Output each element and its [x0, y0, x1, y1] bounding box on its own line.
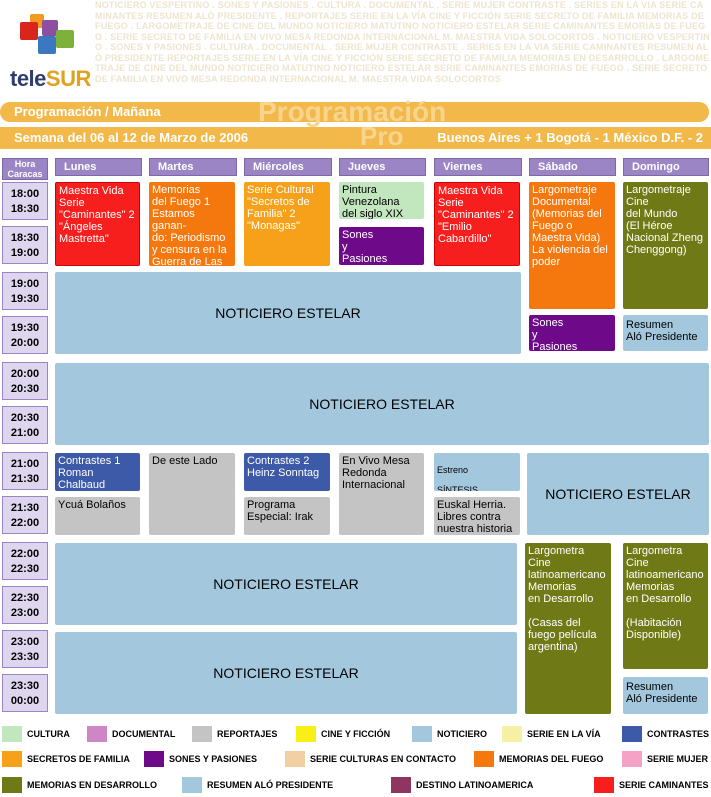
time-slot: 19:00 19:30 — [2, 272, 48, 310]
logo-square-red — [20, 22, 38, 40]
time-slot: 20:00 20:30 — [2, 362, 48, 400]
day-header-jueves: Jueves — [339, 158, 426, 176]
program-memorias-en-desarrollo-sabado: Largometra Cine latinoamericano Memorias… — [525, 543, 611, 714]
program-largometraje-cine-del-mundo: Largometraje Cine del Mundo (El Héroe Na… — [623, 182, 708, 309]
time-slot: 19:30 20:00 — [2, 316, 48, 354]
title-watermark: Programación — [258, 96, 447, 127]
legend-swatch — [412, 726, 432, 742]
program-contrastes-1: Contrastes 1 Roman Chalbaud — [55, 453, 140, 491]
legend-item: DESTINO LATINOAMERICA — [391, 777, 533, 793]
program-noticiero-estelar-4: NOTICIERO ESTELAR — [55, 543, 517, 625]
program-largometraje-documental: Largometraje Documental (Memorias del Fu… — [529, 182, 615, 309]
day-header-viernes: Viernes — [434, 158, 522, 176]
program-noticiero-estelar-5: NOTICIERO ESTELAR — [55, 632, 517, 714]
time-slot: 21:30 22:00 — [2, 496, 48, 534]
legend-swatch — [474, 751, 494, 767]
legend-swatch — [622, 726, 642, 742]
program-pintura-venezolana: Pintura Venezolana del siglo XIX — [339, 182, 424, 219]
program-maestra-vida-lunes: Maestra Vida Serie "Caminantes" 2 "Ángel… — [55, 182, 140, 266]
day-header-sabado: Sábado — [529, 158, 616, 176]
program-sones-y-pasiones-sabado: Sones y Pasiones — [529, 315, 615, 351]
legend-swatch — [2, 726, 22, 742]
legend-swatch — [192, 726, 212, 742]
timezone-offsets: Buenos Aires + 1 Bogotá - 1 México D.F. … — [437, 130, 703, 145]
program-memorias-en-desarrollo-domingo: Largometra Cine latinoamericano Memorias… — [623, 543, 708, 669]
program-ycua-bolanos: Ycuá Bolaños — [55, 497, 140, 535]
hora-caracas-header: Hora Caracas — [2, 158, 48, 180]
legend-item: CONTRASTES — [622, 726, 709, 742]
legend-item: MEMORIAS DEL FUEGO — [474, 751, 603, 767]
program-maestra-vida-viernes: Maestra Vida Serie "Caminantes" 2 "Emili… — [434, 182, 520, 266]
sintesis-label: SÍNTESIS LATINOAMERICA — [437, 485, 479, 491]
time-slot: 20:30 21:00 — [2, 406, 48, 444]
legend-swatch — [502, 726, 522, 742]
section-title: Programación / Mañana — [14, 104, 161, 119]
program-noticiero-estelar-3: NOTICIERO ESTELAR — [527, 453, 709, 535]
legend-item: SERIE MUJER — [622, 751, 708, 767]
legend-swatch — [622, 751, 642, 767]
brand-name: teleSUR — [10, 66, 91, 91]
legend-item: REPORTAJES — [192, 726, 277, 742]
legend-item: MEMORIAS EN DESARROLLO — [2, 777, 157, 793]
time-slot: 21:00 21:30 — [2, 452, 48, 490]
legend-swatch — [594, 777, 614, 793]
section-title-bar: Programación Programación / Mañana — [0, 96, 709, 127]
legend-item: SERIE EN LA VÍA — [502, 726, 601, 742]
legend-item: CULTURA — [2, 726, 70, 742]
program-resumen-alo-presidente-2: Resumen Aló Presidente — [623, 677, 708, 714]
week-watermark: Pro — [360, 121, 404, 151]
logo-square-blue — [38, 36, 56, 54]
legend-item: CINE Y FICCIÓN — [296, 726, 390, 742]
time-slot: 23:30 00:00 — [2, 674, 48, 712]
legend-swatch — [391, 777, 411, 793]
logo-square-green — [56, 30, 74, 48]
time-slot: 23:00 23:30 — [2, 630, 48, 668]
program-memorias-del-fuego: Memorias del Fuego 1 Estamos ganan- do: … — [149, 182, 235, 266]
program-noticiero-estelar-1: NOTICIERO ESTELAR — [55, 272, 521, 354]
day-header-domingo: Domingo — [623, 158, 709, 176]
legend-item: SERIE CAMINANTES — [594, 777, 709, 793]
telesur-logo: teleSUR — [0, 0, 95, 100]
program-mesa-redonda-internacional: En Vivo Mesa Redonda Internacional — [339, 453, 424, 535]
legend-swatch — [182, 777, 202, 793]
program-sintesis-latinoamerica: Estreno SÍNTESIS LATINOAMERICA — [434, 453, 520, 491]
day-header-lunes: Lunes — [55, 158, 142, 176]
program-de-este-lado: De este Lado — [149, 453, 235, 535]
estreno-label: Estreno — [437, 465, 469, 475]
legend-item: DOCUMENTAL — [87, 726, 175, 742]
program-contrastes-2: Contrastes 2 Heinz Sonntag — [244, 453, 330, 491]
program-noticiero-estelar-2: NOTICIERO ESTELAR — [55, 363, 709, 445]
legend-item: SECRETOS DE FAMILIA — [2, 751, 130, 767]
time-slot: 22:00 22:30 — [2, 542, 48, 580]
program-especial-irak: Programa Especial: Irak — [244, 497, 330, 535]
legend-item: SONES Y PASIONES — [144, 751, 257, 767]
background-watermark-text: NOTICIERO VESPERTINO . SONES Y PASIONES … — [95, 0, 710, 84]
week-bar: Pro Semana del 06 al 12 de Marzo de 2006… — [0, 121, 711, 151]
program-sones-y-pasiones-jueves: Sones y Pasiones — [339, 227, 424, 265]
legend-swatch — [296, 726, 316, 742]
program-resumen-alo-presidente-1: Resumen Aló Presidente — [623, 315, 708, 351]
time-slot: 18:00 18:30 — [2, 182, 48, 220]
legend-item: SERIE CULTURAS EN CONTACTO — [285, 751, 456, 767]
legend-swatch — [144, 751, 164, 767]
day-header-miercoles: Miércoles — [244, 158, 332, 176]
legend-swatch — [87, 726, 107, 742]
time-slot: 18:30 19:00 — [2, 226, 48, 264]
week-label: Semana del 06 al 12 de Marzo de 2006 — [14, 130, 249, 145]
legend-item: NOTICIERO — [412, 726, 487, 742]
time-slot: 22:30 23:00 — [2, 586, 48, 624]
legend-item: RESUMEN ALÓ PRESIDENTE — [182, 777, 333, 793]
legend-swatch — [285, 751, 305, 767]
day-header-martes: Martes — [149, 158, 237, 176]
program-secretos-de-familia: Serie Cultural "Secretos de Familia" 2 "… — [244, 182, 330, 266]
logo-square-purple — [42, 20, 58, 36]
program-euskal-herria: Euskal Herria. Libres contra nuestra his… — [434, 497, 520, 535]
legend-swatch — [2, 751, 22, 767]
legend-swatch — [2, 777, 22, 793]
